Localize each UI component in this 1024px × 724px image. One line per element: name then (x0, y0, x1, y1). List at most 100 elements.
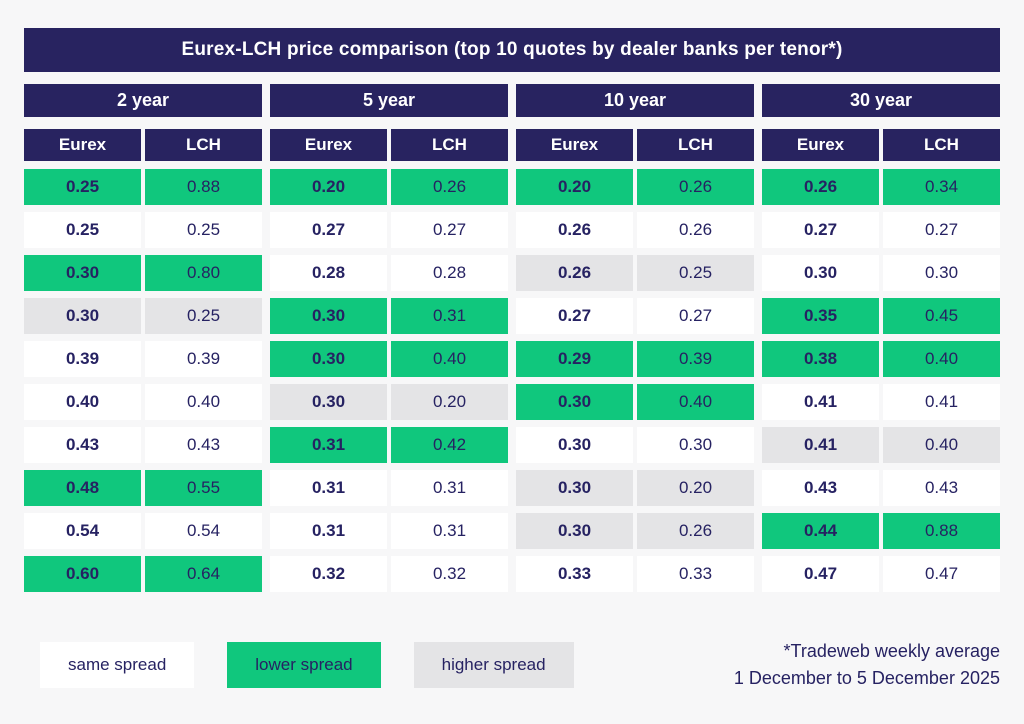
tenor-cell-group: 0.35 0.45 (762, 298, 1000, 334)
table-row: 0.60 0.64 0.32 0.32 0.33 0.33 0.47 0.47 (24, 556, 1000, 592)
price-cell-lch: 0.27 (391, 212, 508, 248)
page-title: Eurex-LCH price comparison (top 10 quote… (24, 28, 1000, 72)
tenor-cell-group: 0.32 0.32 (270, 556, 508, 592)
column-header-lch: LCH (391, 129, 508, 161)
price-cell-eurex: 0.38 (762, 341, 879, 377)
price-cell-lch: 0.41 (883, 384, 1000, 420)
table-row: 0.54 0.54 0.31 0.31 0.30 0.26 0.44 0.88 (24, 513, 1000, 549)
tenor-cell-group: 0.30 0.40 (516, 384, 754, 420)
price-cell-lch: 0.25 (637, 255, 754, 291)
price-cell-lch: 0.27 (883, 212, 1000, 248)
column-header-lch: LCH (637, 129, 754, 161)
header-pair-5-year: Eurex LCH (270, 129, 508, 161)
price-cell-eurex: 0.31 (270, 513, 387, 549)
tenor-cell-group: 0.39 0.39 (24, 341, 262, 377)
price-cell-eurex: 0.48 (24, 470, 141, 506)
price-cell-eurex: 0.43 (762, 470, 879, 506)
column-header-row: Eurex LCH Eurex LCH Eurex LCH Eurex LCH (24, 129, 1000, 161)
price-cell-lch: 0.25 (145, 212, 262, 248)
price-cell-eurex: 0.30 (270, 341, 387, 377)
tenor-cell-group: 0.30 0.30 (762, 255, 1000, 291)
tenor-cell-group: 0.41 0.41 (762, 384, 1000, 420)
price-cell-eurex: 0.26 (762, 169, 879, 205)
tenor-cell-group: 0.29 0.39 (516, 341, 754, 377)
tenor-cell-group: 0.40 0.40 (24, 384, 262, 420)
table-row: 0.39 0.39 0.30 0.40 0.29 0.39 0.38 0.40 (24, 341, 1000, 377)
price-cell-lch: 0.26 (637, 513, 754, 549)
price-cell-lch: 0.54 (145, 513, 262, 549)
price-cell-eurex: 0.30 (516, 384, 633, 420)
tenor-cell-group: 0.31 0.42 (270, 427, 508, 463)
price-cell-lch: 0.31 (391, 513, 508, 549)
price-cell-lch: 0.31 (391, 298, 508, 334)
tenor-cell-group: 0.41 0.40 (762, 427, 1000, 463)
price-cell-lch: 0.39 (637, 341, 754, 377)
tenor-cell-group: 0.30 0.20 (516, 470, 754, 506)
price-cell-eurex: 0.35 (762, 298, 879, 334)
tenor-header-row: 2 year 5 year 10 year 30 year (24, 84, 1000, 117)
price-cell-eurex: 0.41 (762, 427, 879, 463)
tenor-cell-group: 0.43 0.43 (762, 470, 1000, 506)
tenor-cell-group: 0.54 0.54 (24, 513, 262, 549)
price-cell-eurex: 0.44 (762, 513, 879, 549)
price-cell-lch: 0.40 (391, 341, 508, 377)
price-cell-eurex: 0.39 (24, 341, 141, 377)
table-row: 0.30 0.80 0.28 0.28 0.26 0.25 0.30 0.30 (24, 255, 1000, 291)
legend-lower-spread: lower spread (227, 642, 381, 688)
column-header-eurex: Eurex (24, 129, 141, 161)
footnote-line-2: 1 December to 5 December 2025 (733, 668, 1000, 688)
price-cell-eurex: 0.47 (762, 556, 879, 592)
price-cell-lch: 0.47 (883, 556, 1000, 592)
tenor-cell-group: 0.60 0.64 (24, 556, 262, 592)
price-cell-lch: 0.34 (883, 169, 1000, 205)
price-cell-eurex: 0.30 (270, 384, 387, 420)
tenor-cell-group: 0.43 0.43 (24, 427, 262, 463)
header-pair-30-year: Eurex LCH (762, 129, 1000, 161)
price-cell-lch: 0.88 (883, 513, 1000, 549)
price-cell-lch: 0.40 (637, 384, 754, 420)
tenor-cell-group: 0.31 0.31 (270, 513, 508, 549)
table-body: 0.25 0.88 0.20 0.26 0.20 0.26 0.26 0.34 0.25 0.25… (24, 169, 1000, 592)
price-cell-eurex: 0.25 (24, 169, 141, 205)
column-header-eurex: Eurex (762, 129, 879, 161)
price-cell-lch: 0.20 (391, 384, 508, 420)
price-cell-lch: 0.26 (637, 169, 754, 205)
price-cell-eurex: 0.54 (24, 513, 141, 549)
tenor-cell-group: 0.31 0.31 (270, 470, 508, 506)
price-cell-eurex: 0.41 (762, 384, 879, 420)
tenor-cell-group: 0.30 0.31 (270, 298, 508, 334)
column-header-eurex: Eurex (516, 129, 633, 161)
footer: same spread lower spread higher spread *… (24, 638, 1000, 692)
tenor-cell-group: 0.30 0.20 (270, 384, 508, 420)
price-cell-lch: 0.26 (391, 169, 508, 205)
tenor-header-10-year: 10 year (516, 84, 754, 117)
price-cell-lch: 0.33 (637, 556, 754, 592)
price-cell-eurex: 0.20 (516, 169, 633, 205)
price-cell-eurex: 0.30 (516, 427, 633, 463)
price-cell-lch: 0.30 (883, 255, 1000, 291)
price-cell-eurex: 0.33 (516, 556, 633, 592)
price-cell-eurex: 0.40 (24, 384, 141, 420)
price-cell-eurex: 0.28 (270, 255, 387, 291)
price-cell-eurex: 0.26 (516, 255, 633, 291)
price-cell-eurex: 0.30 (516, 513, 633, 549)
tenor-cell-group: 0.30 0.40 (270, 341, 508, 377)
table-row: 0.43 0.43 0.31 0.42 0.30 0.30 0.41 0.40 (24, 427, 1000, 463)
tenor-cell-group: 0.27 0.27 (516, 298, 754, 334)
tenor-cell-group: 0.28 0.28 (270, 255, 508, 291)
tenor-cell-group: 0.26 0.26 (516, 212, 754, 248)
price-cell-eurex: 0.32 (270, 556, 387, 592)
price-cell-eurex: 0.30 (270, 298, 387, 334)
tenor-cell-group: 0.30 0.26 (516, 513, 754, 549)
price-cell-lch: 0.64 (145, 556, 262, 592)
price-cell-lch: 0.45 (883, 298, 1000, 334)
price-cell-eurex: 0.27 (516, 298, 633, 334)
price-cell-lch: 0.25 (145, 298, 262, 334)
tenor-cell-group: 0.48 0.55 (24, 470, 262, 506)
price-cell-eurex: 0.20 (270, 169, 387, 205)
legend-same-spread: same spread (40, 642, 195, 688)
tenor-cell-group: 0.30 0.25 (24, 298, 262, 334)
price-cell-eurex: 0.30 (516, 470, 633, 506)
price-cell-lch: 0.55 (145, 470, 262, 506)
tenor-cell-group: 0.30 0.80 (24, 255, 262, 291)
